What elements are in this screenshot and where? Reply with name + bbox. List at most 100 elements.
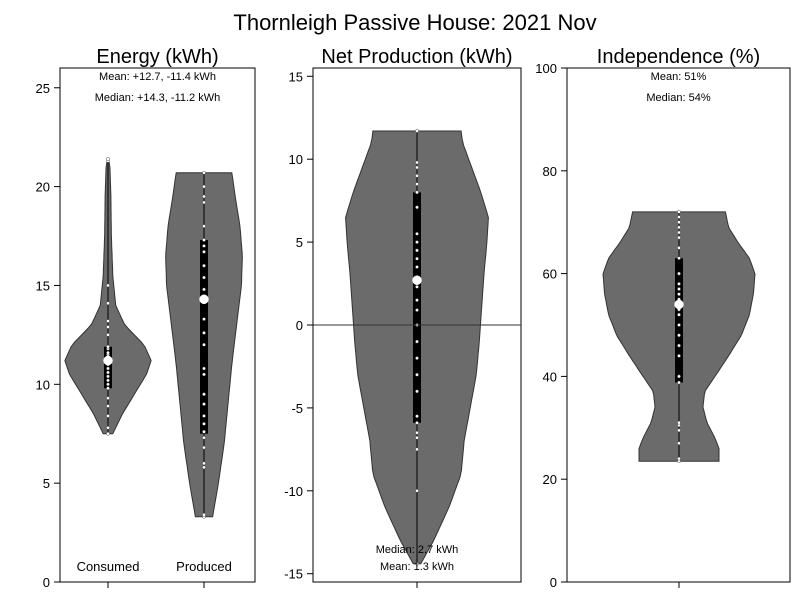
y-tick-label: -15 — [284, 567, 303, 582]
panel-title: Independence (%) — [597, 46, 760, 68]
data-point — [415, 232, 419, 236]
iqr-box — [200, 239, 208, 434]
data-point — [202, 392, 206, 396]
y-tick-label: -10 — [284, 484, 303, 499]
y-tick-label: 25 — [36, 81, 50, 96]
y-tick-label: 100 — [535, 61, 557, 76]
data-point — [106, 386, 110, 391]
data-point — [677, 441, 681, 446]
data-point — [415, 421, 419, 425]
data-point — [106, 157, 110, 161]
data-point — [415, 285, 419, 289]
y-tick-label: 60 — [543, 267, 557, 282]
data-point — [415, 447, 419, 452]
data-point — [202, 445, 206, 450]
median-marker — [199, 294, 209, 305]
y-tick-label: 80 — [543, 164, 557, 179]
y-tick-label: -5 — [291, 401, 303, 416]
data-point — [677, 287, 681, 291]
data-point — [677, 428, 681, 433]
stat-annotation: Mean: +12.7, -11.4 kWh — [99, 71, 216, 83]
data-point — [677, 220, 681, 224]
data-point — [677, 246, 681, 250]
data-point — [202, 224, 206, 228]
data-point — [677, 343, 681, 348]
panel-title: Energy (kWh) — [96, 46, 218, 68]
data-point — [415, 435, 419, 440]
data-point — [106, 366, 110, 371]
data-point — [415, 190, 419, 195]
data-point — [202, 331, 206, 335]
data-point — [202, 287, 206, 292]
data-point — [106, 431, 110, 436]
panel-3: Independence (%) 0 20 40 60 80 100 Mean: 51% Med… — [535, 46, 791, 590]
y-tick-label: 5 — [296, 235, 303, 250]
data-point — [202, 184, 206, 189]
data-point — [106, 333, 110, 337]
stat-annotation: Mean: 1.3 kWh — [380, 561, 454, 573]
data-point — [106, 374, 110, 379]
data-point — [202, 342, 206, 347]
data-point — [415, 339, 419, 344]
data-point — [677, 271, 681, 276]
data-point — [202, 372, 206, 377]
data-point — [677, 374, 681, 379]
data-point — [677, 333, 681, 338]
data-point — [415, 372, 419, 377]
data-point — [415, 248, 419, 253]
median-marker — [412, 275, 422, 285]
median-marker — [674, 299, 684, 310]
stat-annotation: Mean: 51% — [651, 71, 707, 83]
panels: Energy (kWh) 0 5 10 15 20 25 Consumed Produced Me… — [36, 46, 791, 590]
data-point — [202, 194, 206, 199]
y-tick-label: 15 — [289, 69, 303, 84]
category-label: Produced — [176, 559, 232, 574]
data-point — [415, 389, 419, 394]
data-point — [106, 404, 110, 408]
figure-title: Thornleigh Passive House: 2021 Nov — [233, 10, 596, 35]
data-point — [677, 210, 681, 214]
data-point — [677, 215, 681, 219]
data-point — [106, 370, 110, 375]
y-tick-label: 15 — [36, 278, 50, 293]
data-point — [415, 129, 419, 133]
data-point — [202, 512, 206, 517]
y-tick-label: 10 — [289, 152, 303, 167]
data-point — [415, 430, 419, 435]
data-point — [202, 244, 206, 248]
iqr-box — [413, 192, 421, 423]
data-point — [415, 182, 419, 186]
data-point — [677, 354, 681, 358]
data-point — [106, 344, 110, 349]
category-label: Consumed — [77, 559, 140, 574]
y-tick-label: 40 — [543, 369, 557, 384]
data-point — [202, 429, 206, 434]
data-point — [106, 425, 110, 430]
y-tick-label: 20 — [543, 472, 557, 487]
data-point — [677, 323, 681, 327]
iqr-box — [675, 258, 683, 383]
y-tick-label: 5 — [43, 476, 50, 491]
data-point — [677, 225, 681, 230]
data-point — [202, 238, 206, 242]
data-point — [677, 420, 681, 425]
data-point — [202, 366, 206, 371]
median-marker — [103, 355, 113, 366]
data-point — [415, 356, 419, 360]
data-point — [677, 256, 681, 260]
data-point — [677, 230, 681, 235]
data-point — [202, 465, 206, 470]
data-point — [415, 265, 419, 269]
data-point — [677, 456, 681, 461]
data-point — [202, 414, 206, 418]
data-point — [415, 205, 419, 210]
y-tick-label: 0 — [296, 318, 303, 333]
data-point — [677, 380, 681, 385]
data-point — [106, 319, 110, 323]
data-point — [415, 256, 419, 261]
data-point — [106, 350, 110, 355]
y-tick-label: 0 — [550, 575, 557, 590]
panel-1: Energy (kWh) 0 5 10 15 20 25 Consumed Produced Me… — [36, 46, 256, 590]
data-point — [415, 298, 419, 302]
